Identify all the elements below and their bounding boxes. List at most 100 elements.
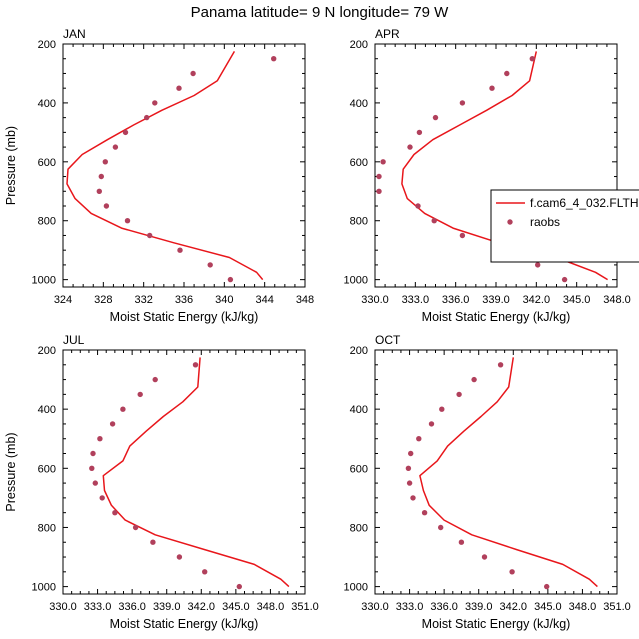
raobs-point: [459, 100, 466, 106]
x-axis-label: Moist Static Energy (kJ/kg): [110, 617, 259, 631]
raobs-point: [459, 232, 466, 239]
y-axis-label: Pressure (mb): [4, 126, 18, 205]
raobs-point: [98, 173, 105, 180]
panel-title: JAN: [63, 27, 86, 41]
raobs-point: [122, 129, 129, 136]
x-tick-label: 351.0: [291, 601, 319, 613]
raobs-point: [405, 465, 412, 471]
x-tick-label: 336.0: [430, 601, 458, 613]
y-tick-label: 600: [38, 463, 56, 475]
x-axis-label: Moist Static Energy (kJ/kg): [110, 310, 259, 324]
raobs-point: [376, 188, 382, 194]
x-tick-label: 333.0: [402, 294, 430, 306]
y-tick-label: 200: [350, 345, 368, 357]
legend-line-label: f.cam6_4_032.FLTH: [530, 196, 639, 210]
model-line: [419, 357, 598, 588]
raobs-point: [509, 569, 515, 575]
raobs-point: [202, 569, 208, 575]
raobs-point: [207, 262, 213, 268]
raobs-point: [112, 144, 119, 150]
raobs-point: [103, 203, 110, 209]
x-tick-label: 333.0: [396, 601, 424, 613]
raobs-point: [416, 436, 422, 442]
raobs-point: [227, 276, 234, 283]
y-tick-label: 400: [350, 404, 368, 416]
x-tick-label: 344: [255, 294, 273, 306]
raobs-point: [376, 173, 382, 180]
panel-title: JUL: [63, 333, 85, 347]
raobs-point: [431, 218, 437, 224]
x-tick-label: 342.0: [188, 601, 216, 613]
raobs-point: [102, 159, 109, 165]
x-tick-label: 330.0: [361, 601, 389, 613]
plot-frame: [374, 349, 618, 595]
x-tick-label: 328: [94, 294, 112, 306]
y-tick-label: 600: [350, 157, 368, 169]
raobs-point: [92, 480, 99, 486]
y-axis-label: Pressure (mb): [4, 432, 18, 511]
raobs-point: [190, 70, 196, 77]
raobs-point: [406, 480, 413, 486]
panel-jan: JAN 324 328 332 336 340 344 348 200 400 600 800 1000…: [4, 27, 314, 324]
panel-oct: OCT 330.0 333.0 336.0 339.0 342.0 345.0 348.0 35…: [344, 333, 631, 631]
raobs-point: [561, 276, 568, 283]
raobs-point: [132, 524, 139, 531]
y-tick-label: 400: [350, 98, 368, 110]
raobs-point: [497, 362, 504, 368]
legend-dot-label: raobs: [530, 215, 560, 229]
raobs-point: [96, 188, 103, 194]
plot-frame: [62, 43, 306, 288]
raobs-point: [236, 583, 242, 590]
raobs-point: [380, 159, 386, 165]
x-tick-label: 330.0: [49, 601, 77, 613]
model-line: [102, 357, 290, 588]
raobs-point: [176, 85, 182, 91]
raobs-point: [535, 262, 541, 268]
y-tick-label: 800: [38, 522, 56, 534]
raobs-point: [407, 144, 413, 150]
raobs-point: [97, 436, 103, 442]
raobs-point: [144, 114, 150, 121]
y-tick-label: 400: [38, 404, 56, 416]
raobs-point: [458, 539, 465, 545]
raobs-point: [150, 539, 156, 545]
raobs-point: [410, 495, 416, 501]
y-tick-label: 800: [38, 216, 56, 228]
raobs-point: [176, 554, 183, 560]
x-tick-label: 345.0: [534, 601, 562, 613]
y-tick-label: 1000: [32, 582, 56, 594]
raobs-point: [112, 510, 118, 516]
x-tick-label: 345.0: [563, 294, 591, 306]
raobs-point: [99, 495, 105, 501]
x-tick-label: 351.0: [603, 601, 631, 613]
raobs-point: [456, 391, 462, 398]
raobs-point: [529, 56, 535, 62]
x-tick-label: 339.0: [153, 601, 181, 613]
raobs-point: [416, 129, 423, 136]
raobs-point: [109, 421, 116, 427]
legend: f.cam6_4_032.FLTH raobs: [490, 189, 639, 263]
y-tick-label: 200: [38, 39, 56, 51]
x-tick-label: 332: [134, 294, 152, 306]
raobs-point: [428, 421, 435, 427]
x-tick-label: 339.0: [465, 601, 493, 613]
y-tick-label: 200: [38, 345, 56, 357]
x-tick-label: 330.0: [361, 294, 389, 306]
raobs-point: [544, 583, 550, 590]
y-tick-label: 800: [350, 216, 368, 228]
y-tick-label: 1000: [344, 582, 368, 594]
panel-apr: APR 330.0 333.0 336.0 339.0 342.0 345.0 348.0 20…: [344, 27, 631, 324]
y-tick-label: 200: [350, 39, 368, 51]
raobs-point: [504, 70, 510, 77]
x-tick-label: 339.0: [482, 294, 510, 306]
raobs-point: [124, 218, 131, 224]
y-tick-label: 400: [38, 98, 56, 110]
raobs-point: [152, 376, 158, 383]
plot-frame: [62, 349, 306, 595]
raobs-point: [471, 376, 477, 383]
panel-jul: JUL 330.0 333.0 336.0 339.0 342.0 345.0 348.0 35…: [4, 333, 319, 631]
x-tick-label: 342.0: [523, 294, 551, 306]
y-tick-label: 800: [350, 522, 368, 534]
panel-title: APR: [375, 27, 400, 41]
x-tick-label: 336.0: [118, 601, 146, 613]
